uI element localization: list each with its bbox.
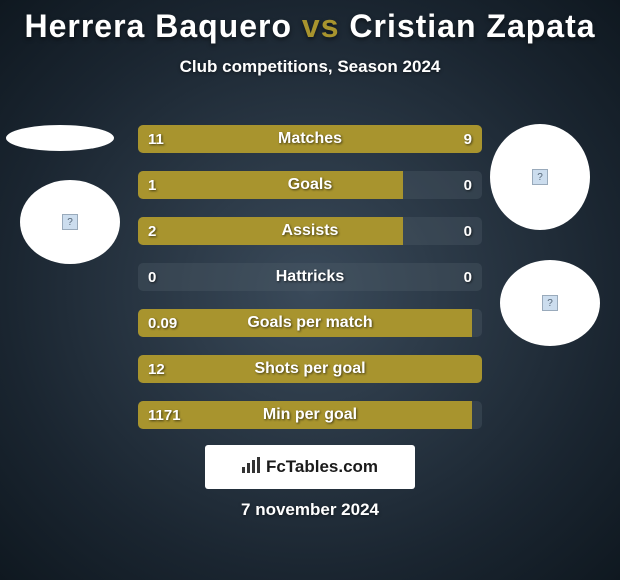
deco-ellipse (6, 125, 114, 151)
stat-row: Hattricks0 0 (138, 263, 482, 291)
logo-text: FcTables.com (266, 457, 378, 477)
placeholder-icon: ? (62, 214, 78, 230)
stat-value-right: 0 (464, 263, 472, 291)
stat-row: Matches11 9 (138, 125, 482, 153)
stat-label: Hattricks (138, 263, 482, 291)
player2-name: Cristian Zapata (349, 8, 595, 44)
stat-label: Matches (138, 125, 482, 153)
stat-value-left: 0 (148, 263, 156, 291)
stat-value-right: 0 (464, 171, 472, 199)
stat-value-left: 0.09 (148, 309, 177, 337)
stat-bars: Matches119Goals10Assists20Hattricks00Goa… (138, 125, 482, 447)
stat-label: Goals per match (138, 309, 482, 337)
stat-value-right: 0 (464, 217, 472, 245)
stat-value-right: 9 (464, 125, 472, 153)
stat-label: Min per goal (138, 401, 482, 429)
stat-row: Assists2 0 (138, 217, 482, 245)
placeholder-icon: ? (532, 169, 548, 185)
subtitle: Club competitions, Season 2024 (0, 57, 620, 77)
stat-value-left: 11 (148, 125, 164, 153)
placeholder-icon: ? (542, 295, 558, 311)
stat-value-left: 12 (148, 355, 165, 383)
player1-name: Herrera Baquero (24, 8, 292, 44)
comparison-title: Herrera Baquero vs Cristian Zapata (0, 0, 620, 45)
vs-text: vs (302, 8, 340, 44)
player-avatar-circle: ? (490, 124, 590, 230)
stat-row: Goals1 0 (138, 171, 482, 199)
date-text: 7 november 2024 (0, 500, 620, 520)
stat-value-left: 1 (148, 171, 156, 199)
stat-label: Shots per goal (138, 355, 482, 383)
logo-box: FcTables.com (205, 445, 415, 489)
stat-label: Goals (138, 171, 482, 199)
chart-icon (242, 457, 262, 478)
stat-row: Shots per goal12 (138, 355, 482, 383)
player-avatar-circle: ? (20, 180, 120, 264)
stat-label: Assists (138, 217, 482, 245)
stat-value-left: 2 (148, 217, 156, 245)
stat-row: Goals per match0.09 (138, 309, 482, 337)
stat-value-left: 1171 (148, 401, 181, 429)
player-avatar-circle: ? (500, 260, 600, 346)
stat-row: Min per goal1171 (138, 401, 482, 429)
